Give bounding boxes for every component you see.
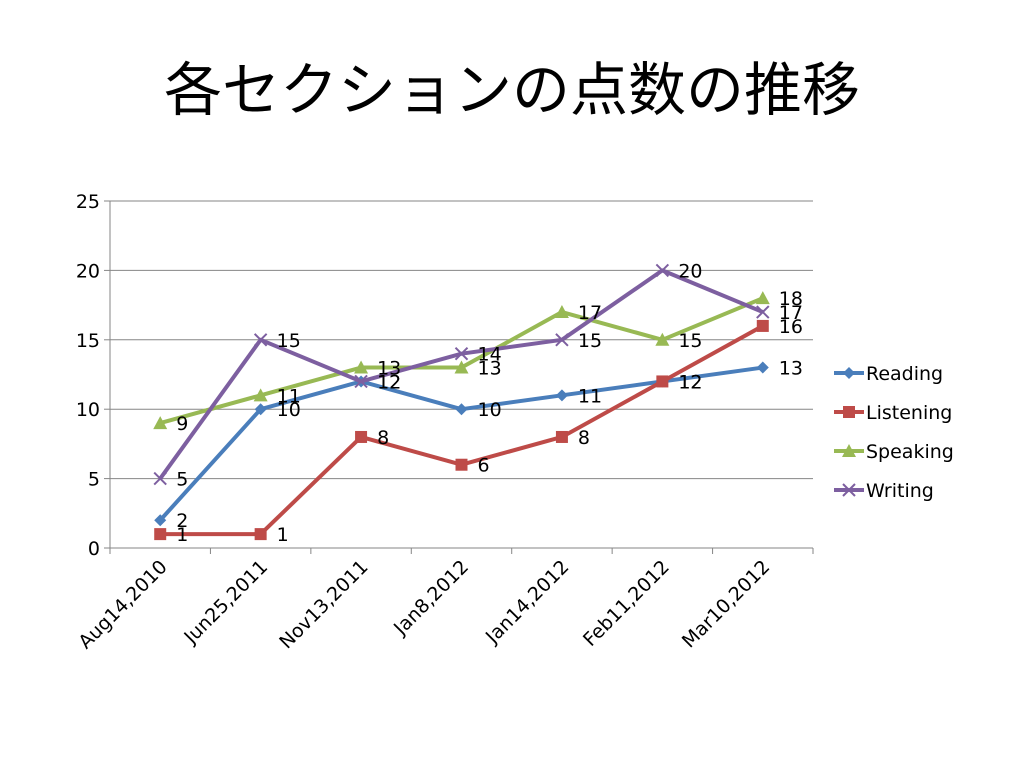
data-label: 1 [176,524,188,546]
data-point [253,388,268,402]
data-point [555,430,568,443]
data-label: 9 [176,413,188,435]
series-speaking [153,291,770,430]
series-layer [153,263,770,541]
data-point [454,346,469,361]
data-point [354,374,368,389]
data-label: 2 [176,510,188,532]
data-point [655,263,670,278]
data-label: 16 [779,316,803,338]
data-point [656,375,669,388]
x-tick-label: Mar10,2012 [678,556,774,652]
data-point [154,528,167,541]
data-label: 12 [678,371,702,393]
data-point [455,458,468,471]
legend-label: Speaking [866,441,954,463]
data-label: 12 [678,371,702,393]
gridlines [110,200,813,480]
data-point [354,360,369,374]
data-point [154,514,167,527]
data-point [756,305,770,319]
data-label: 17 [779,302,803,324]
legend-label: Reading [866,363,943,385]
data-label: 17 [578,302,602,324]
data-label: 8 [377,427,389,449]
data-point [756,319,769,332]
data-point [755,291,770,305]
data-label: 18 [779,288,803,310]
data-label: 1 [277,524,289,546]
data-label: 13 [478,358,502,380]
data-point [254,403,267,416]
data-point [843,406,855,418]
x-axis-tick-labels: Aug14,2010 Jun25,2011 Nov13,2011 Jan8,2012 J… [74,556,774,653]
data-point [355,430,368,443]
y-tick-label: 0 [88,538,100,560]
data-point [756,361,769,374]
series-listening [154,319,769,541]
legend-item-writing: Writing [834,480,934,502]
data-label: 8 [578,427,590,449]
legend-item-reading: Reading [834,363,943,385]
x-tick-label: Feb11,2012 [579,556,674,651]
legend-label: Listening [866,402,952,424]
data-label: 5 [176,469,188,491]
y-tick-label: 15 [76,330,100,352]
x-tick-label: Jan14,2012 [481,556,574,649]
data-label: 12 [377,371,401,393]
data-label: 10 [277,399,301,421]
legend-item-listening: Listening [834,402,952,424]
data-point [843,367,855,379]
axes [104,200,814,554]
y-tick-label: 25 [76,191,100,213]
data-point [153,416,168,430]
data-label: 13 [779,358,803,380]
series-reading [154,361,769,527]
series-writing [153,263,770,486]
data-label: 20 [678,260,702,282]
y-tick-label: 10 [76,399,100,421]
data-point [554,305,569,319]
data-point [555,389,568,402]
data-point [555,333,569,347]
series-line [160,324,764,537]
page-title: 各セクションの点数の推移 [163,56,860,124]
data-point [842,483,856,497]
data-point [253,333,268,347]
data-point [454,360,469,374]
data-label: 10 [478,399,502,421]
y-axis-tick-labels: 0 5 10 15 20 25 [76,191,100,560]
legend-item-speaking: Speaking [834,441,954,463]
data-label: 13 [377,358,401,380]
x-tick-label: Aug14,2010 [74,556,171,653]
data-point [254,528,267,541]
data-label: 15 [678,330,702,352]
legend-label: Writing [866,480,934,502]
data-label: 15 [277,330,301,352]
data-point [842,444,856,457]
data-point [153,471,167,486]
data-label: 11 [578,385,602,407]
data-label: 6 [478,455,490,477]
data-point [655,332,670,346]
series-line [158,365,764,522]
data-point [455,403,468,416]
data-label: 14 [478,344,502,366]
y-tick-label: 20 [76,260,100,282]
data-label: 11 [277,385,301,407]
data-label: 15 [578,330,602,352]
data-label: 12 [377,371,401,393]
x-tick-label: Jan8,2012 [389,556,473,640]
legend: Reading Listening Speaking Writing [834,363,954,502]
x-tick-label: Jun25,2011 [179,556,272,649]
x-tick-label: Nov13,2011 [275,556,372,653]
y-tick-label: 5 [88,469,100,491]
